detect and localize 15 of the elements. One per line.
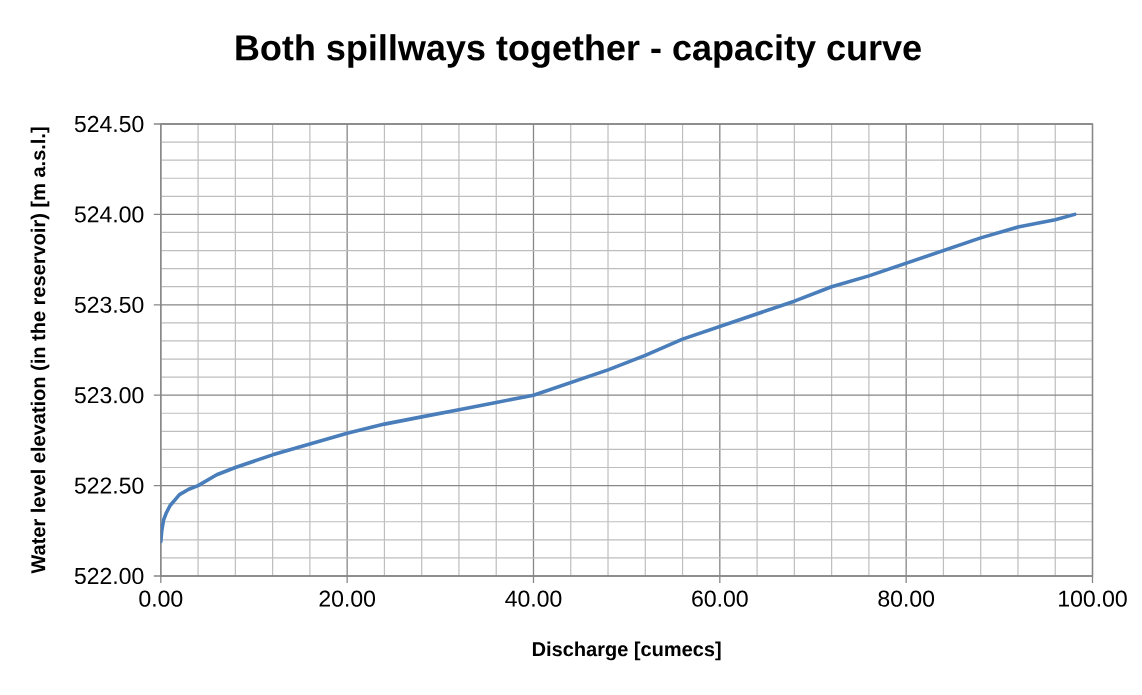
- y-axis-title: Water level elevation (in the reservoir) [m a.s.l.]: [30, 127, 50, 574]
- x-tick-label: 40.00: [505, 590, 562, 607]
- y-tick-label: 524.00: [74, 206, 144, 223]
- chart-title: Both spillways together - capacity curve: [236, 34, 921, 68]
- y-tick-label: 522.00: [74, 567, 144, 585]
- x-tick-label: 20.00: [319, 590, 376, 607]
- x-tick-label: 0.00: [139, 590, 183, 607]
- y-tick-label: 523.00: [74, 387, 144, 404]
- x-tick-label: 80.00: [878, 590, 935, 607]
- x-axis-title: Discharge [cumecs]: [532, 641, 721, 661]
- y-tick-label: 523.50: [74, 296, 144, 313]
- y-tick-label: 524.50: [74, 115, 144, 133]
- x-tick-label: 100.00: [1059, 590, 1127, 607]
- x-tick-label: 60.00: [692, 590, 748, 607]
- y-tick-label: 522.50: [74, 477, 144, 494]
